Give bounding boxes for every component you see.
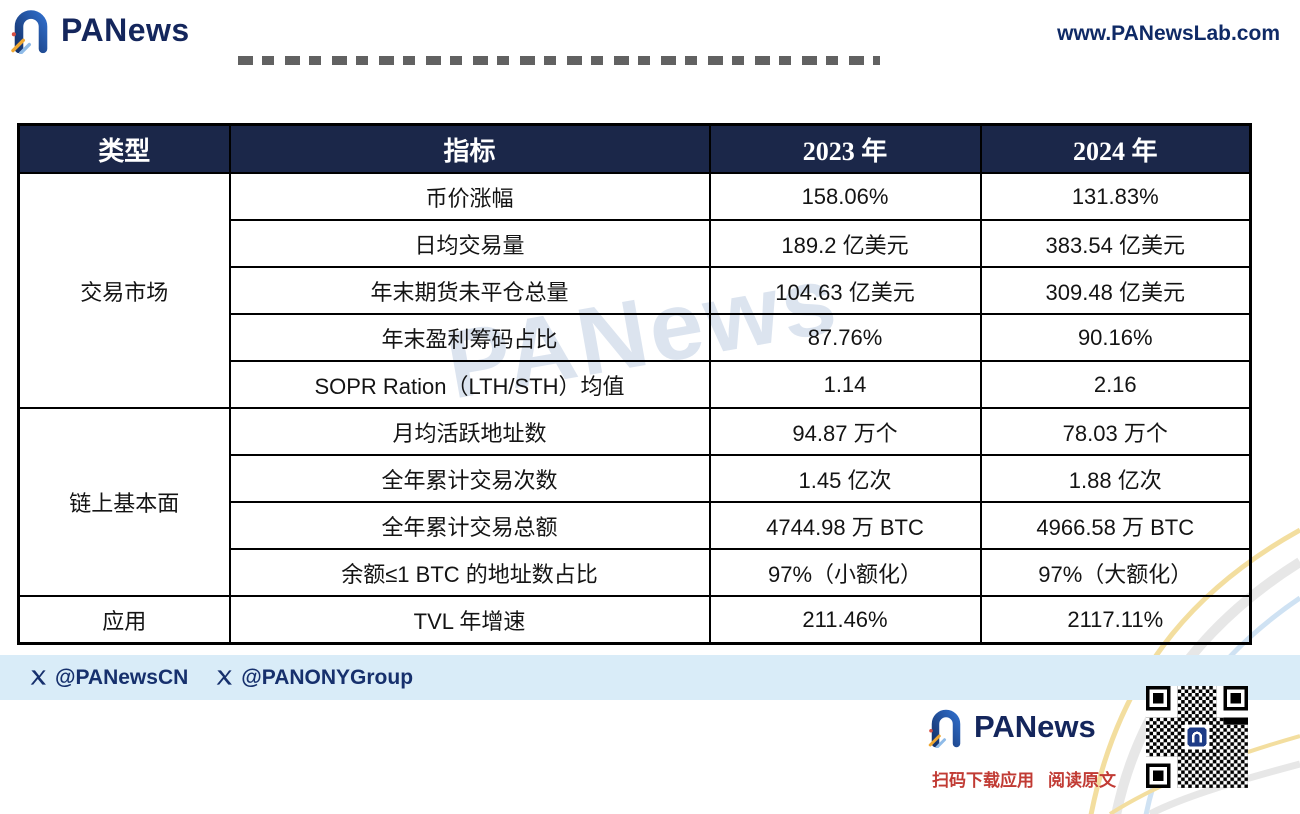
table-row: 交易市场 币价涨幅 158.06% 131.83% <box>17 172 1252 409</box>
indicator-cell: 月均活跃地址数 <box>228 407 711 456</box>
qr-caption-read: 阅读原文 <box>1048 771 1116 790</box>
value-2023-cell: 158.06% <box>708 172 982 221</box>
panews-logo-icon <box>10 6 52 54</box>
x-handle-label: @PANONYGroup <box>241 665 414 689</box>
value-2023-cell: 1.14 <box>708 360 982 409</box>
indicator-cell: 余额≤1 BTC 的地址数占比 <box>228 548 711 597</box>
brand-name: PANews <box>61 11 190 48</box>
indicator-cell: 年末期货未平仓总量 <box>228 266 711 315</box>
value-2023-cell: 211.46% <box>708 595 982 645</box>
table-row: 年末期货未平仓总量 104.63 亿美元 309.48 亿美元 <box>19 266 1252 315</box>
social-footer-bar: @PANewsCN @PANONYGroup <box>0 655 1300 700</box>
value-2023-cell: 4744.98 万 BTC <box>708 501 982 550</box>
indicator-cell: 全年累计交易总额 <box>228 501 711 550</box>
qr-caption-download: 扫码下载应用 <box>932 771 1034 790</box>
value-2024-cell: 131.83% <box>979 172 1252 221</box>
panews-logo: PANews <box>928 706 1096 748</box>
x-logo-icon <box>30 669 47 686</box>
indicator-cell: 日均交易量 <box>228 219 711 268</box>
col-header-type: 类型 <box>17 123 231 174</box>
qr-caption: 扫码下载应用 阅读原文 <box>932 766 1116 791</box>
row-group-label: 链上基本面 <box>17 407 231 597</box>
row-group-label: 交易市场 <box>17 172 231 409</box>
qr-code <box>1146 686 1248 788</box>
value-2024-cell: 78.03 万个 <box>979 407 1252 456</box>
clipped-title-remnant <box>238 56 880 65</box>
x-handle[interactable]: @PANONYGroup <box>216 666 413 690</box>
table-header-row: 类型 指标 2023 年 2024 年 <box>17 123 1252 174</box>
table-row: 日均交易量 189.2 亿美元 383.54 亿美元 <box>19 219 1252 268</box>
value-2023-cell: 94.87 万个 <box>708 407 982 456</box>
panews-logo-icon <box>928 706 964 748</box>
indicator-cell: SOPR Ration（LTH/STH）均值 <box>228 360 711 409</box>
value-2024-cell: 383.54 亿美元 <box>979 219 1252 268</box>
indicator-cell: TVL 年增速 <box>228 595 711 645</box>
col-header-indicator: 指标 <box>228 123 711 174</box>
indicator-cell: 年末盈利筹码占比 <box>228 313 711 362</box>
x-logo-icon <box>216 669 233 686</box>
table-row: 应用 TVL 年增速 211.46% 2117.11% <box>17 595 1252 645</box>
value-2024-cell: 309.48 亿美元 <box>979 266 1252 315</box>
website-link[interactable]: www.PANewsLab.com <box>1057 22 1280 45</box>
value-2023-cell: 1.45 亿次 <box>708 454 982 503</box>
brand-name: PANews <box>974 709 1096 744</box>
value-2024-cell: 1.88 亿次 <box>979 454 1252 503</box>
table-row: 链上基本面 月均活跃地址数 94.87 万个 78.03 万个 <box>17 407 1252 597</box>
indicator-cell: 全年累计交易次数 <box>228 454 711 503</box>
table-row: SOPR Ration（LTH/STH）均值 1.14 2.16 <box>19 360 1252 409</box>
col-header-2024: 2024 年 <box>979 123 1252 174</box>
value-2023-cell: 104.63 亿美元 <box>708 266 982 315</box>
value-2024-cell: 90.16% <box>979 313 1252 362</box>
metrics-table: 类型 指标 2023 年 2024 年 交易市场 币价涨幅 158.06% 13… <box>17 123 1252 645</box>
value-2024-cell: 2.16 <box>979 360 1252 409</box>
row-group-label: 应用 <box>17 595 231 645</box>
value-2023-cell: 97%（小额化） <box>708 548 982 597</box>
value-2024-cell: 4966.58 万 BTC <box>979 501 1252 550</box>
table-row: 年末盈利筹码占比 87.76% 90.16% <box>19 313 1252 362</box>
value-2023-cell: 189.2 亿美元 <box>708 219 982 268</box>
x-handle-label: @PANewsCN <box>55 665 189 689</box>
table-row: 全年累计交易次数 1.45 亿次 1.88 亿次 <box>19 454 1252 503</box>
col-header-2023: 2023 年 <box>708 123 982 174</box>
value-2023-cell: 87.76% <box>708 313 982 362</box>
x-handle[interactable]: @PANewsCN <box>30 666 188 690</box>
indicator-cell: 币价涨幅 <box>228 172 711 221</box>
value-2024-cell: 97%（大额化） <box>979 548 1252 597</box>
panews-logo: PANews <box>10 6 190 54</box>
table-row: 余额≤1 BTC 的地址数占比 97%（小额化） 97%（大额化） <box>19 548 1252 597</box>
value-2024-cell: 2117.11% <box>979 595 1252 645</box>
